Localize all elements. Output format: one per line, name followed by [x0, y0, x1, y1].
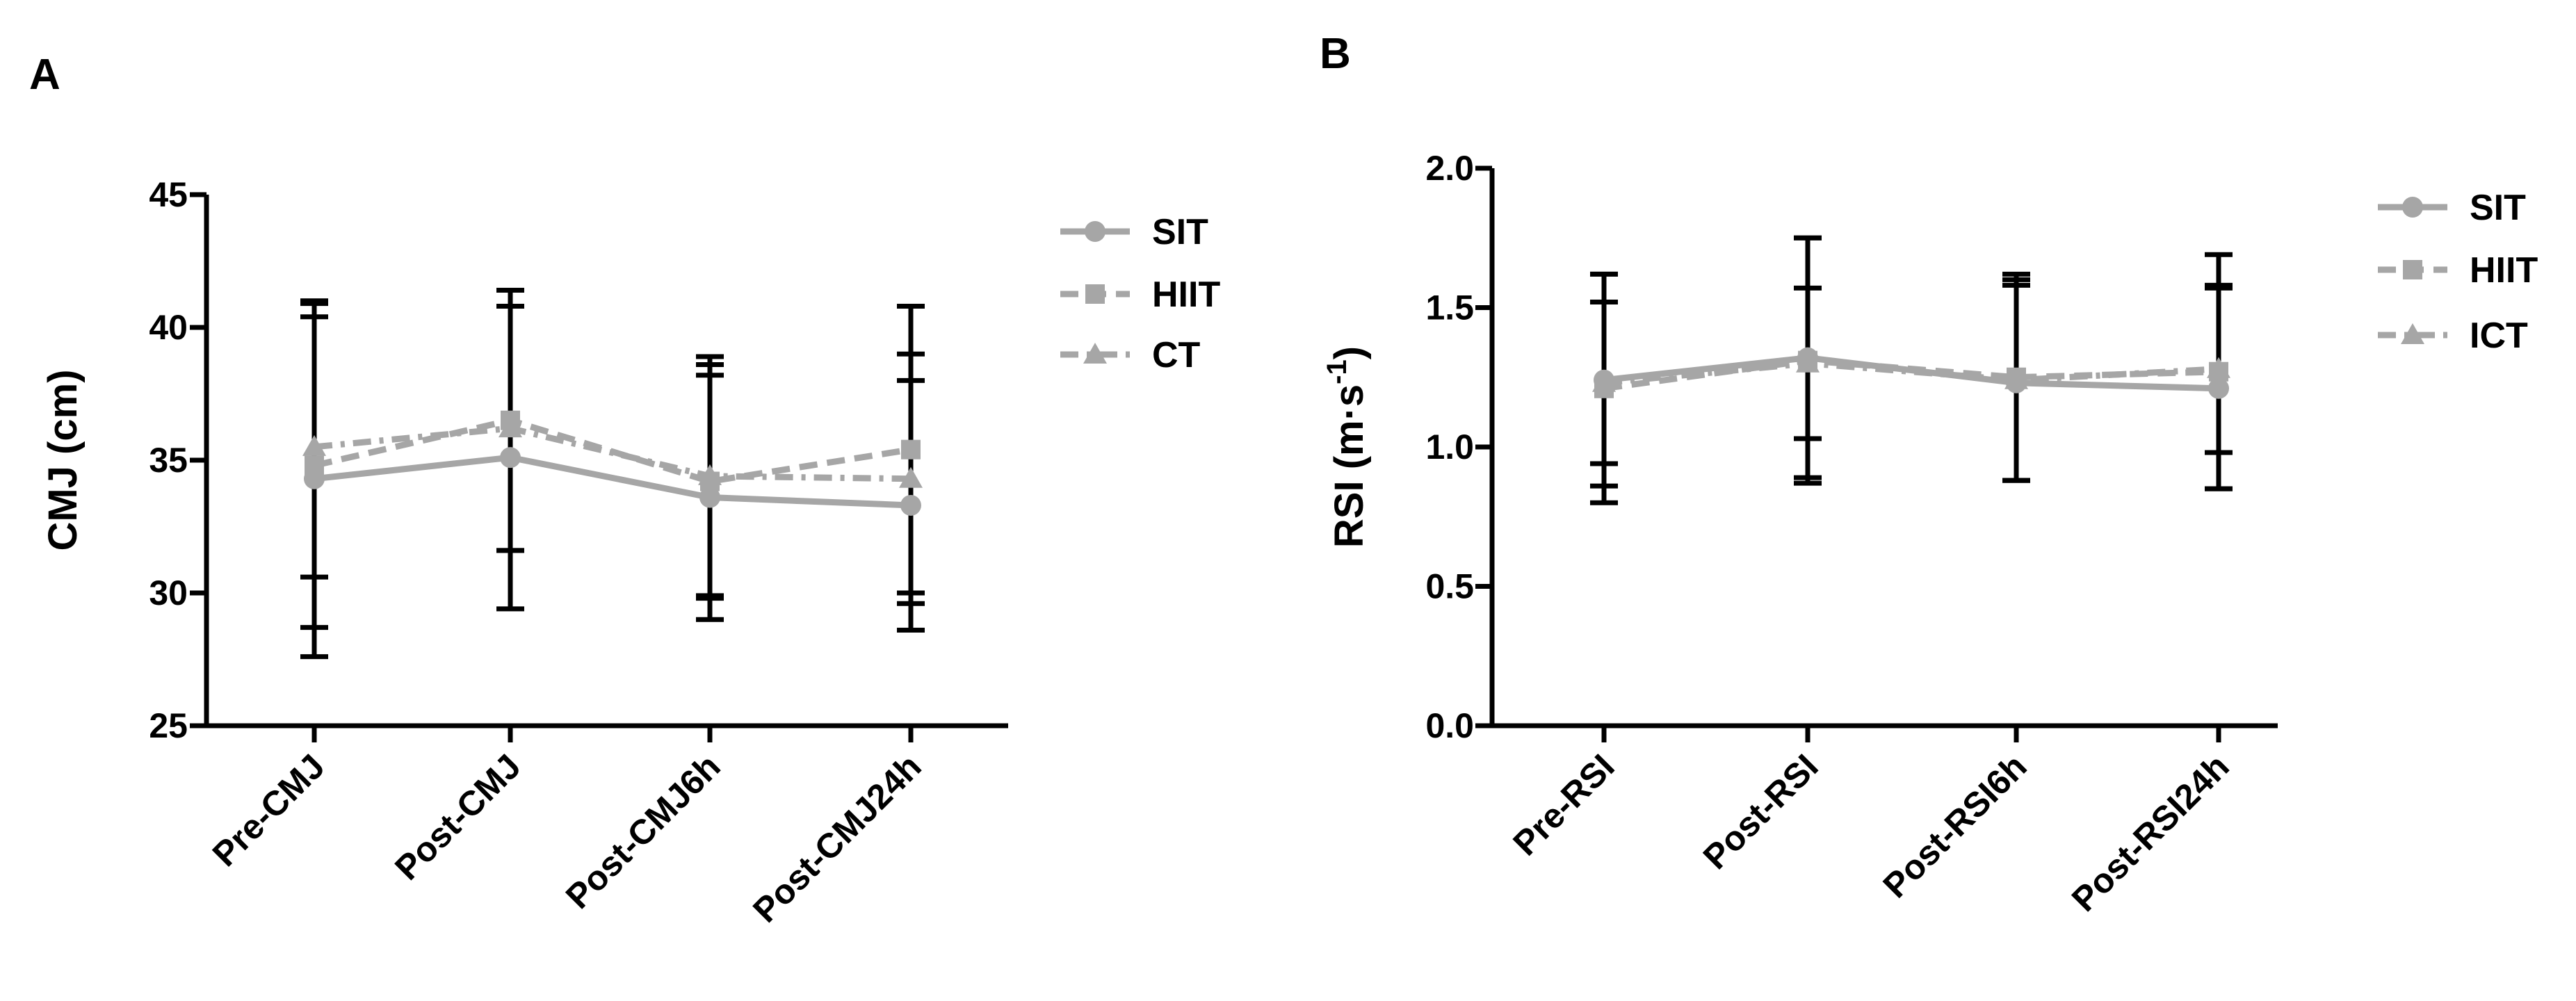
panel-a-point-hiit [901, 439, 921, 459]
panel-b-y-tick-label: 0.5 [1425, 567, 1474, 606]
panel-a-point-ct [499, 416, 522, 438]
panel-a-point-ct [302, 434, 326, 456]
panel-a-point-sit [699, 487, 720, 508]
panel-a-category-label: Pre-CMJ [205, 747, 332, 874]
panel-a-legend-label: HIIT [1152, 275, 1220, 315]
panel-b-legend-item-ict: ICT [2378, 316, 2528, 356]
panel-b-category-label: Pre-RSI [1505, 747, 1621, 863]
panel-a-legend-item-hiit: HIIT [1060, 275, 1220, 315]
panel-a-letter: A [29, 51, 60, 99]
panel-b-legend-label: HIIT [2470, 250, 2538, 291]
panel-a-legend-label: CT [1152, 335, 1201, 375]
panel-b-y-tick-label: 2.0 [1425, 149, 1474, 188]
panel-a-series-line-hiit [313, 417, 912, 485]
panel-b-point-ict [1592, 371, 1616, 392]
panel-a-legend-marker [1083, 343, 1107, 364]
panel-b-y-axis-title: RSI (m·s-1) [1322, 346, 1372, 548]
panel-b-category-label: Post-RSI6h [1876, 747, 2034, 905]
panel-a-legend-marker [1085, 284, 1105, 304]
panel-a-point-sit [900, 494, 921, 516]
panel-a-point-hiit [305, 455, 324, 475]
panel-a-category-label: Post-CMJ [387, 747, 528, 888]
panel-a-y-tick-label: 45 [149, 175, 188, 214]
panel-a-y-tick-label: 25 [149, 706, 188, 745]
panel-b-y-tick-label: 1.0 [1425, 428, 1474, 466]
panel-b-legend-label: SIT [2470, 188, 2526, 228]
panel-a-series-line-ct [314, 425, 912, 482]
panel-b-y-tick-label: 0.0 [1425, 706, 1474, 745]
panel-b-y-tick-label: 1.5 [1425, 288, 1474, 327]
panel-a-category-label: Post-CMJ6h [558, 747, 728, 916]
panel-a-y-tick-label: 35 [149, 441, 188, 480]
panel-a-legend-item-sit: SIT [1060, 212, 1208, 252]
panel-a-category-label: Post-CMJ24h [745, 747, 929, 930]
panel-a-legend-label: SIT [1152, 212, 1208, 252]
panel-b-series-line-ict [1603, 360, 2219, 386]
panel-a: A 25 30 35 40 45 Pre-CMJ Post-CMJ Post-CMJ6h Po… [29, 51, 1220, 930]
panel-b-point-ict [2004, 368, 2028, 389]
panel-b-point-sit [2208, 377, 2229, 399]
panel-a-legend-marker [1085, 221, 1105, 242]
panel-b: B 0.0 0.5 1.0 1.5 2.0 Pre-RSI Post-RSI Post-RS… [1320, 30, 2538, 919]
panel-b-legend-item-hiit: HIIT [2378, 250, 2538, 291]
panel-b-letter: B [1320, 30, 1351, 78]
panel-b-legend-marker [2402, 197, 2423, 218]
panel-a-y-tick-label: 40 [149, 308, 188, 347]
panel-b-legend-marker [2403, 260, 2422, 279]
panel-a-point-sit [500, 447, 521, 469]
panel-b-point-ict [1796, 351, 1820, 373]
panel-b-legend-item-sit: SIT [2378, 188, 2526, 228]
panel-a-y-axis-title: CMJ (cm) [40, 369, 86, 551]
panel-b-point-ict [2207, 357, 2230, 378]
panel-a-legend-item-ct: CT [1060, 335, 1201, 375]
panel-b-legend-marker [2401, 323, 2424, 344]
panel-b-legend-label: ICT [2470, 316, 2528, 356]
panel-a-series-line-sit [314, 454, 912, 509]
panel-b-category-label: Post-RSI24h [2064, 747, 2237, 919]
panel-a-point-ct [698, 464, 722, 485]
panel-a-point-ct [899, 466, 923, 488]
panel-b-category-label: Post-RSI [1696, 747, 1826, 877]
panel-a-y-tick-label: 30 [149, 573, 188, 612]
